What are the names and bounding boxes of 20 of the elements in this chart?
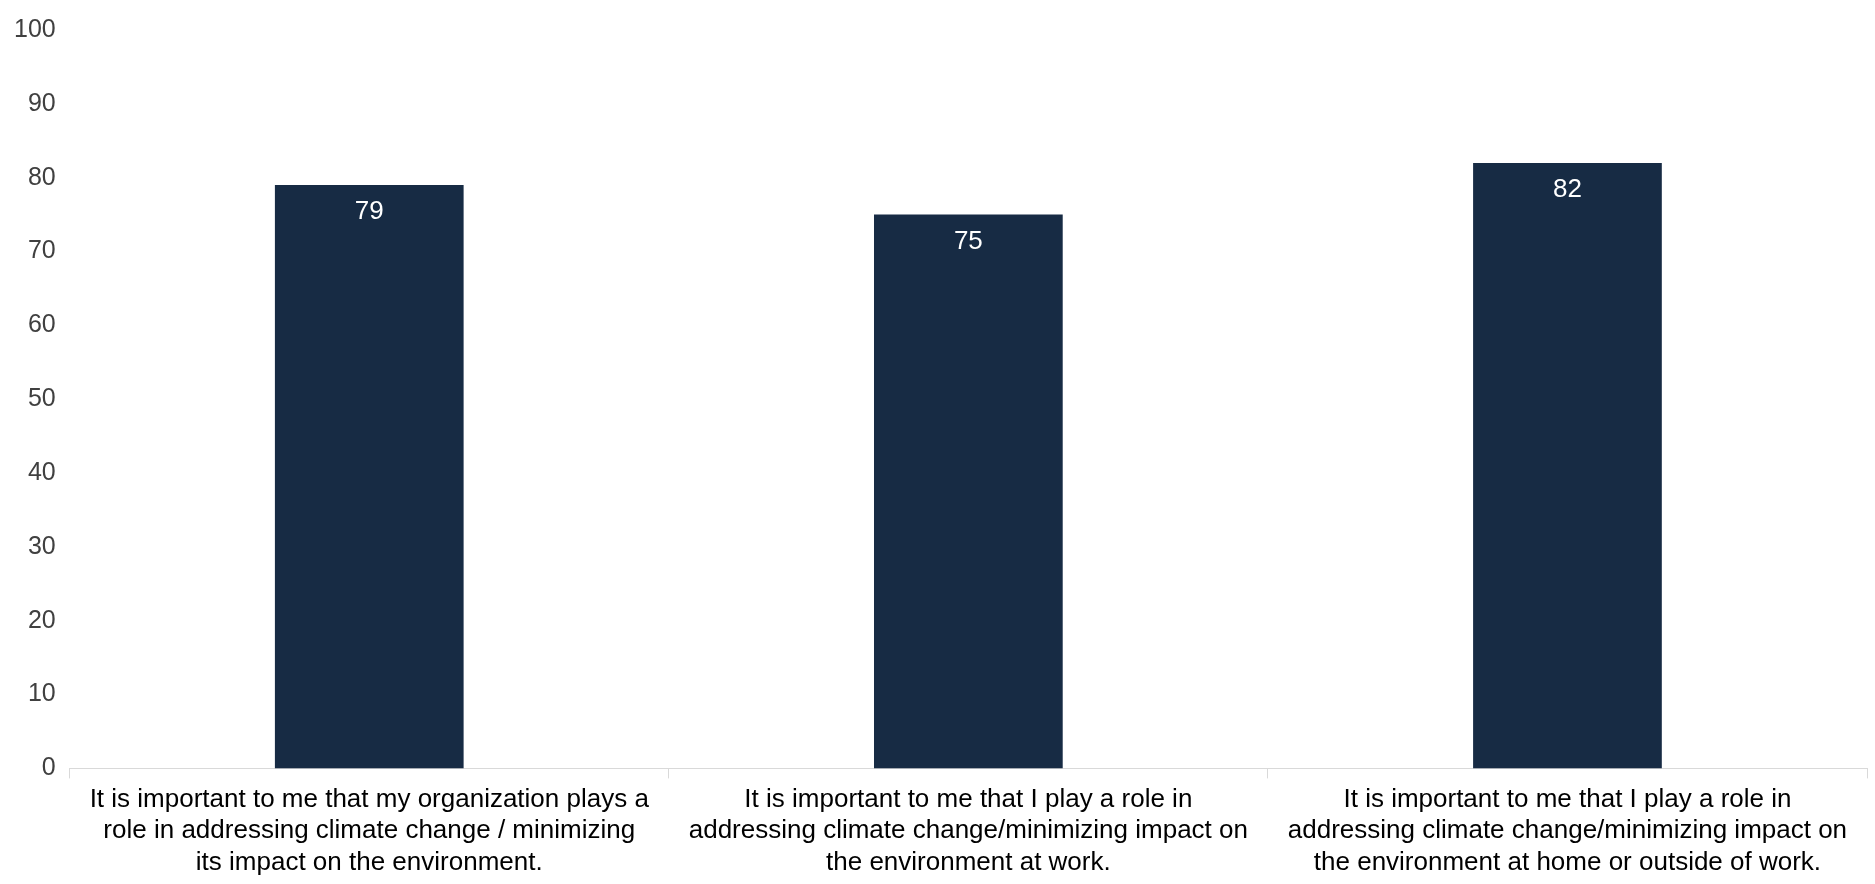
x-tick-label: It is important to me that I play a role in addressing climate change/minimizing impact on the environment at home or outside of work. — [1287, 783, 1848, 876]
y-tick-label: 90 — [27, 87, 56, 116]
x-tick-label: It is important to me that I play a role in addressing climate change/minimizing impact on the environment at work. — [688, 783, 1248, 876]
y-tick-label: 50 — [27, 383, 56, 412]
data-label: 79 — [354, 195, 384, 226]
y-tick-label: 30 — [27, 530, 56, 559]
y-tick-label: 20 — [27, 604, 56, 633]
y-tick-label: 80 — [27, 161, 56, 190]
data-label: 75 — [953, 224, 983, 255]
y-tick-label: 100 — [13, 13, 56, 42]
y-tick-label: 0 — [41, 752, 56, 781]
x-tick-label: It is important to me that my organization plays a role in addressing climate change / minimizing its impact on the environment. — [89, 783, 650, 876]
y-tick-label: 70 — [27, 235, 56, 264]
data-label: 82 — [1552, 173, 1582, 204]
bar — [274, 185, 464, 769]
y-tick-label: 10 — [27, 678, 56, 707]
y-tick-label: 60 — [27, 309, 56, 338]
y-tick-label: 40 — [27, 456, 56, 485]
bar — [1473, 162, 1662, 769]
bar — [874, 214, 1063, 769]
